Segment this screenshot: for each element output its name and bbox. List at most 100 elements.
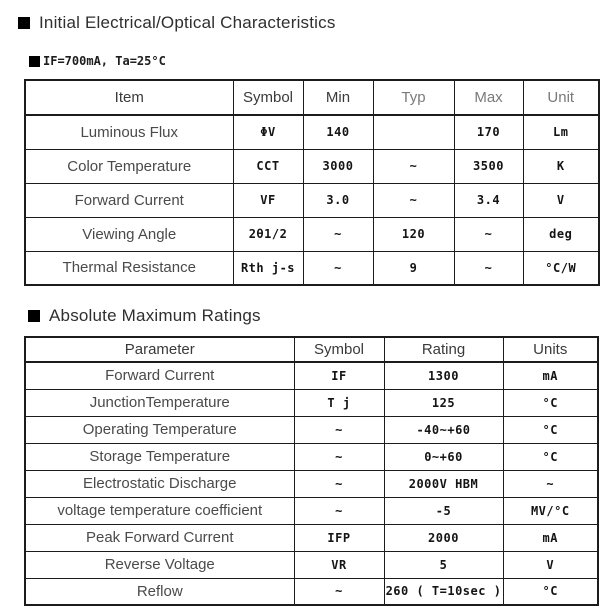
cell-parameter: Reverse Voltage	[24, 550, 295, 579]
table-row: Forward Current VF 3.0 ~ 3.4 V	[24, 182, 600, 218]
cell-min: ~	[302, 216, 374, 252]
cell-typ: 120	[372, 216, 455, 252]
bullet-square-icon	[28, 310, 40, 322]
cell-parameter: Forward Current	[24, 361, 295, 390]
cell-units: °C	[502, 442, 599, 471]
table-row: Storage Temperature ~ 0~+60 °C	[24, 442, 599, 471]
cell-units: °C	[502, 577, 599, 606]
cell-item: Viewing Angle	[24, 216, 234, 252]
column-header: Symbol	[232, 79, 304, 116]
cell-units: mA	[502, 361, 599, 390]
cell-unit: °C/W	[522, 250, 600, 286]
cell-max: ~	[453, 250, 524, 286]
cell-rating: 2000	[383, 523, 504, 552]
column-header: Item	[24, 79, 234, 116]
cell-units: °C	[502, 415, 599, 444]
column-header: Max	[453, 79, 524, 116]
cell-min: 3000	[302, 148, 374, 184]
column-header: Symbol	[293, 336, 385, 363]
cell-symbol: ~	[293, 496, 385, 525]
cell-rating: 5	[383, 550, 504, 579]
table-header-row: Item Symbol Min Typ Max Unit	[24, 79, 600, 116]
cell-max: 3500	[453, 148, 524, 184]
cell-symbol: 2θ1/2	[232, 216, 304, 252]
column-header: Min	[302, 79, 374, 116]
table-row: Luminous Flux ΦV 140 170 Lm	[24, 114, 600, 150]
column-header: Rating	[383, 336, 504, 363]
section2-heading: Absolute Maximum Ratings	[28, 306, 600, 326]
cell-unit: Lm	[522, 114, 600, 150]
cell-rating: 0~+60	[383, 442, 504, 471]
section1-title: Initial Electrical/Optical Characteristi…	[39, 13, 336, 32]
cell-unit: V	[522, 182, 600, 218]
table-row: Forward Current IF 1300 mA	[24, 361, 599, 390]
cell-min: 140	[302, 114, 374, 150]
table-row: Electrostatic Discharge ~ 2000V HBM ~	[24, 469, 599, 498]
cell-typ: ~	[372, 182, 455, 218]
cell-symbol: ΦV	[232, 114, 304, 150]
table-row: Peak Forward Current IFP 2000 mA	[24, 523, 599, 552]
cell-item: Thermal Resistance	[24, 250, 234, 286]
column-header: Typ	[372, 79, 455, 116]
section1-heading: Initial Electrical/Optical Characteristi…	[18, 13, 600, 33]
cell-item: Luminous Flux	[24, 114, 234, 150]
cell-parameter: Peak Forward Current	[24, 523, 295, 552]
cell-rating: -40~+60	[383, 415, 504, 444]
cell-units: MV/°C	[502, 496, 599, 525]
cell-item: Forward Current	[24, 182, 234, 218]
cell-symbol: Rth j-s	[232, 250, 304, 286]
table-row: Reflow ~ 260 ( T=10sec ) °C	[24, 577, 599, 606]
cell-max: ~	[453, 216, 524, 252]
bullet-square-icon	[18, 17, 30, 29]
cell-symbol: IFP	[293, 523, 385, 552]
cell-symbol: T j	[293, 388, 385, 417]
cell-rating: 1300	[383, 361, 504, 390]
cell-symbol: CCT	[232, 148, 304, 184]
initial-characteristics-table: Item Symbol Min Typ Max Unit Luminous Fl…	[24, 79, 600, 286]
table-row: Color Temperature CCT 3000 ~ 3500 K	[24, 148, 600, 184]
cell-symbol: ~	[293, 577, 385, 606]
cell-typ	[372, 114, 455, 150]
cell-unit: K	[522, 148, 600, 184]
cell-parameter: Reflow	[24, 577, 295, 606]
cell-typ: ~	[372, 148, 455, 184]
column-header: Units	[502, 336, 599, 363]
table-row: voltage temperature coefficient ~ -5 MV/…	[24, 496, 599, 525]
cell-unit: deg	[522, 216, 600, 252]
cell-units: °C	[502, 388, 599, 417]
cell-rating: 260 ( T=10sec )	[383, 577, 504, 606]
cell-symbol: VF	[232, 182, 304, 218]
table-header-row: Parameter Symbol Rating Units	[24, 336, 599, 363]
cell-max: 3.4	[453, 182, 524, 218]
cell-symbol: VR	[293, 550, 385, 579]
table-row: Operating Temperature ~ -40~+60 °C	[24, 415, 599, 444]
cell-symbol: ~	[293, 469, 385, 498]
cell-max: 170	[453, 114, 524, 150]
cell-units: V	[502, 550, 599, 579]
table-row: Reverse Voltage VR 5 V	[24, 550, 599, 579]
column-header: Unit	[522, 79, 600, 116]
cell-units: ~	[502, 469, 599, 498]
cell-rating: 2000V HBM	[383, 469, 504, 498]
absolute-maximum-ratings-table: Parameter Symbol Rating Units Forward Cu…	[24, 336, 599, 606]
cell-item: Color Temperature	[24, 148, 234, 184]
cell-symbol: ~	[293, 442, 385, 471]
cell-min: ~	[302, 250, 374, 286]
section2-title: Absolute Maximum Ratings	[49, 306, 261, 325]
cell-parameter: Electrostatic Discharge	[24, 469, 295, 498]
cell-parameter: Operating Temperature	[24, 415, 295, 444]
cell-symbol: ~	[293, 415, 385, 444]
cell-units: mA	[502, 523, 599, 552]
cell-symbol: IF	[293, 361, 385, 390]
cell-rating: -5	[383, 496, 504, 525]
table-row: JunctionTemperature T j 125 °C	[24, 388, 599, 417]
cell-rating: 125	[383, 388, 504, 417]
cell-min: 3.0	[302, 182, 374, 218]
table-row: Viewing Angle 2θ1/2 ~ 120 ~ deg	[24, 216, 600, 252]
cell-parameter: voltage temperature coefficient	[24, 496, 295, 525]
cell-parameter: Storage Temperature	[24, 442, 295, 471]
cell-typ: 9	[372, 250, 455, 286]
table-row: Thermal Resistance Rth j-s ~ 9 ~ °C/W	[24, 250, 600, 286]
column-header: Parameter	[24, 336, 295, 363]
